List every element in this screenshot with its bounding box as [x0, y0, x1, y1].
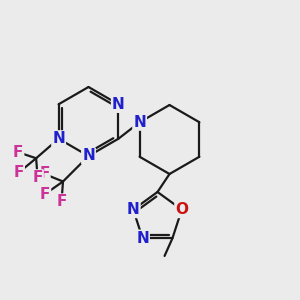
Text: N: N	[127, 202, 140, 217]
Text: N: N	[112, 97, 125, 112]
Text: O: O	[175, 202, 188, 217]
Text: F: F	[56, 194, 67, 209]
Text: N: N	[136, 231, 149, 246]
Text: F: F	[32, 170, 43, 185]
Text: F: F	[40, 187, 50, 202]
Text: N: N	[112, 97, 125, 112]
Text: N: N	[52, 131, 65, 146]
Text: N: N	[82, 148, 95, 164]
Text: F: F	[39, 167, 50, 182]
Text: N: N	[133, 115, 146, 130]
Text: F: F	[13, 145, 23, 160]
Text: F: F	[14, 165, 24, 180]
